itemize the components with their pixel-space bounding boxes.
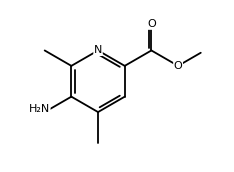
Text: H₂N: H₂N [29,104,50,114]
Text: N: N [94,45,102,55]
Text: O: O [174,61,183,71]
Text: O: O [147,19,156,29]
